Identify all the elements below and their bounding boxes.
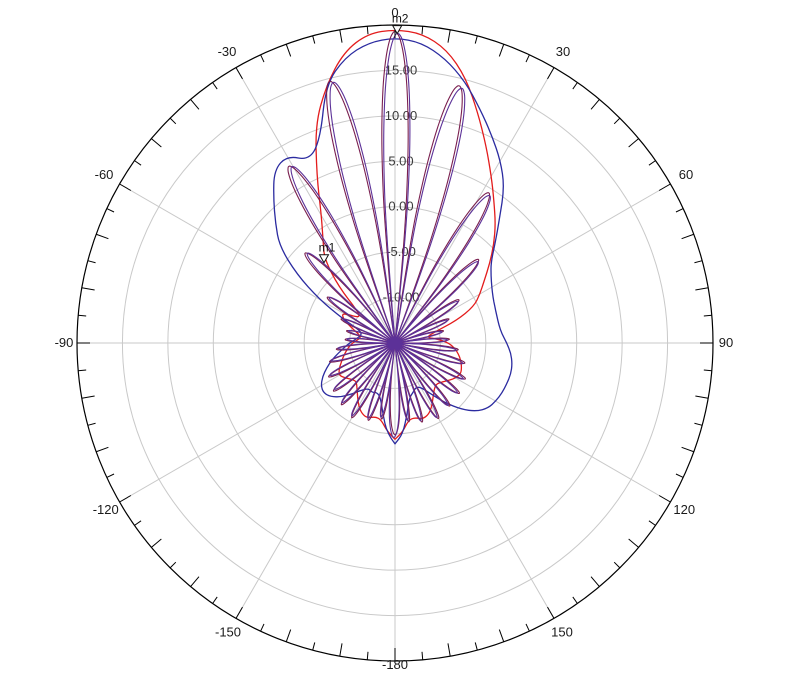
angle-tick [628, 538, 639, 548]
angle-label-30: 30 [556, 44, 570, 59]
angle-tick [681, 233, 694, 240]
angle-tick [134, 520, 142, 526]
angle-label--180: -180 [382, 657, 408, 672]
angle-tick [235, 67, 243, 80]
angle-tick [695, 287, 709, 291]
angle-tick [421, 651, 424, 660]
angle-tick [498, 629, 505, 642]
angle-tick [648, 520, 656, 526]
angle-tick [447, 643, 451, 657]
angle-tick [119, 495, 132, 503]
angle-tick [474, 35, 478, 44]
angle-tick [78, 314, 87, 317]
angle-tick [106, 473, 115, 478]
angle-tick [169, 561, 177, 569]
angle-tick [134, 160, 142, 166]
marker-label-m1: m1 [319, 241, 336, 255]
angle-label-0: 0 [391, 5, 398, 20]
ring-label: 10.00 [385, 108, 418, 123]
angle-tick [613, 561, 621, 569]
angle-tick [339, 643, 343, 657]
angle-tick [675, 473, 684, 478]
angle-tick [703, 314, 712, 317]
angle-tick [658, 495, 671, 503]
angle-tick [87, 422, 96, 426]
angle-tick [119, 183, 132, 191]
grid-spoke [394, 342, 555, 619]
angle-tick [525, 623, 530, 632]
angle-tick [87, 260, 96, 264]
angle-tick [106, 208, 115, 213]
angle-tick [590, 99, 600, 110]
angle-tick [590, 576, 600, 587]
angle-tick [285, 44, 292, 57]
angle-tick [260, 54, 265, 63]
ring-label: 15.00 [385, 62, 418, 77]
angle-tick [96, 233, 109, 240]
angle-tick [695, 395, 709, 399]
angle-tick [151, 538, 162, 548]
angle-tick [366, 651, 369, 660]
angle-tick [190, 576, 200, 587]
angle-tick [151, 138, 162, 148]
angle-tick [703, 369, 712, 372]
marker-label-m2: m2 [392, 12, 409, 26]
angle-tick [312, 642, 316, 651]
angle-tick [474, 642, 478, 651]
angle-tick [260, 623, 265, 632]
angle-tick [312, 35, 316, 44]
angle-tick [96, 446, 109, 453]
angle-label-60: 60 [679, 167, 693, 182]
angle-tick [572, 596, 578, 604]
angle-label-120: 120 [673, 502, 695, 517]
marker-triangle-m1 [318, 254, 330, 264]
angle-tick [628, 138, 639, 148]
angle-tick [190, 99, 200, 110]
angle-tick [447, 29, 451, 43]
angle-label-90: 90 [719, 335, 733, 350]
angle-tick [421, 26, 424, 35]
marker-triangle-m2 [391, 25, 403, 35]
angle-tick [235, 606, 243, 619]
angle-tick [547, 606, 555, 619]
angle-tick [339, 29, 343, 43]
angle-tick [613, 117, 621, 125]
angle-label--60: -60 [95, 167, 114, 182]
ring-label: 0.00 [388, 199, 413, 214]
angle-tick [212, 596, 218, 604]
angle-tick [658, 183, 671, 191]
angle-label-150: 150 [551, 624, 573, 639]
angle-tick [694, 260, 703, 264]
angle-label--120: -120 [93, 502, 119, 517]
angle-tick [648, 160, 656, 166]
angle-label--30: -30 [218, 44, 237, 59]
angle-tick [212, 82, 218, 90]
angle-label--90: -90 [55, 335, 74, 350]
grid-spoke [235, 67, 396, 344]
angle-tick [572, 82, 578, 90]
angle-tick [694, 422, 703, 426]
angle-tick [525, 54, 530, 63]
angle-tick [547, 67, 555, 80]
angle-tick [169, 117, 177, 125]
trace-navy-envelope [273, 38, 513, 445]
angle-tick [78, 369, 87, 372]
angle-tick [498, 44, 505, 57]
angle-tick [366, 26, 369, 35]
angle-label--150: -150 [215, 624, 241, 639]
angle-tick [81, 287, 95, 291]
angle-tick [285, 629, 292, 642]
angle-tick [81, 395, 95, 399]
angle-tick [675, 208, 684, 213]
angle-tick [681, 446, 694, 453]
